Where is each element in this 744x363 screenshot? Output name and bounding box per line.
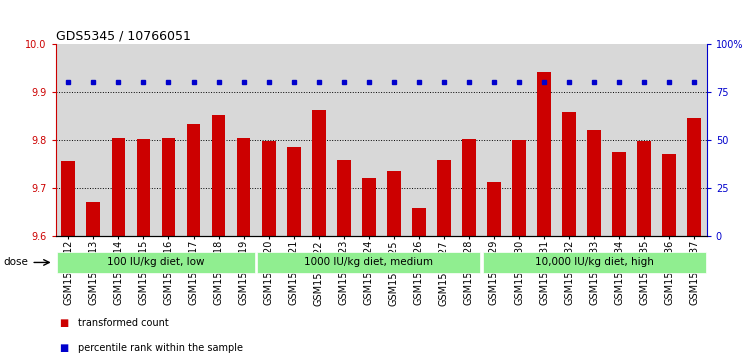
Bar <box>337 160 350 363</box>
Bar <box>437 160 451 363</box>
Bar <box>587 130 601 363</box>
Bar <box>262 141 275 363</box>
Bar <box>187 124 200 363</box>
Bar <box>137 139 150 363</box>
Bar <box>362 178 376 363</box>
Text: ■: ■ <box>60 318 68 328</box>
Bar <box>638 141 651 363</box>
Bar <box>86 202 100 363</box>
Bar <box>112 138 125 363</box>
Bar <box>662 154 676 363</box>
Bar <box>537 72 551 363</box>
Bar <box>687 118 701 363</box>
Bar <box>483 252 705 273</box>
Text: ■: ■ <box>60 343 68 354</box>
Bar <box>62 162 75 363</box>
Bar <box>161 138 176 363</box>
Text: dose: dose <box>4 257 28 267</box>
Text: percentile rank within the sample: percentile rank within the sample <box>78 343 243 354</box>
Text: GDS5345 / 10766051: GDS5345 / 10766051 <box>56 29 190 42</box>
Text: transformed count: transformed count <box>78 318 169 328</box>
Text: 10,000 IU/kg diet, high: 10,000 IU/kg diet, high <box>535 257 653 267</box>
Bar <box>412 208 426 363</box>
Bar <box>562 112 576 363</box>
Bar <box>237 138 251 363</box>
Text: 1000 IU/kg diet, medium: 1000 IU/kg diet, medium <box>304 257 433 267</box>
Bar <box>612 152 626 363</box>
Bar <box>211 115 225 363</box>
Text: 100 IU/kg diet, low: 100 IU/kg diet, low <box>107 257 205 267</box>
Bar <box>286 147 301 363</box>
Bar <box>462 139 476 363</box>
Bar <box>57 252 255 273</box>
Bar <box>487 182 501 363</box>
Bar <box>257 252 480 273</box>
Bar <box>387 171 401 363</box>
Bar <box>512 140 526 363</box>
Bar <box>312 110 326 363</box>
